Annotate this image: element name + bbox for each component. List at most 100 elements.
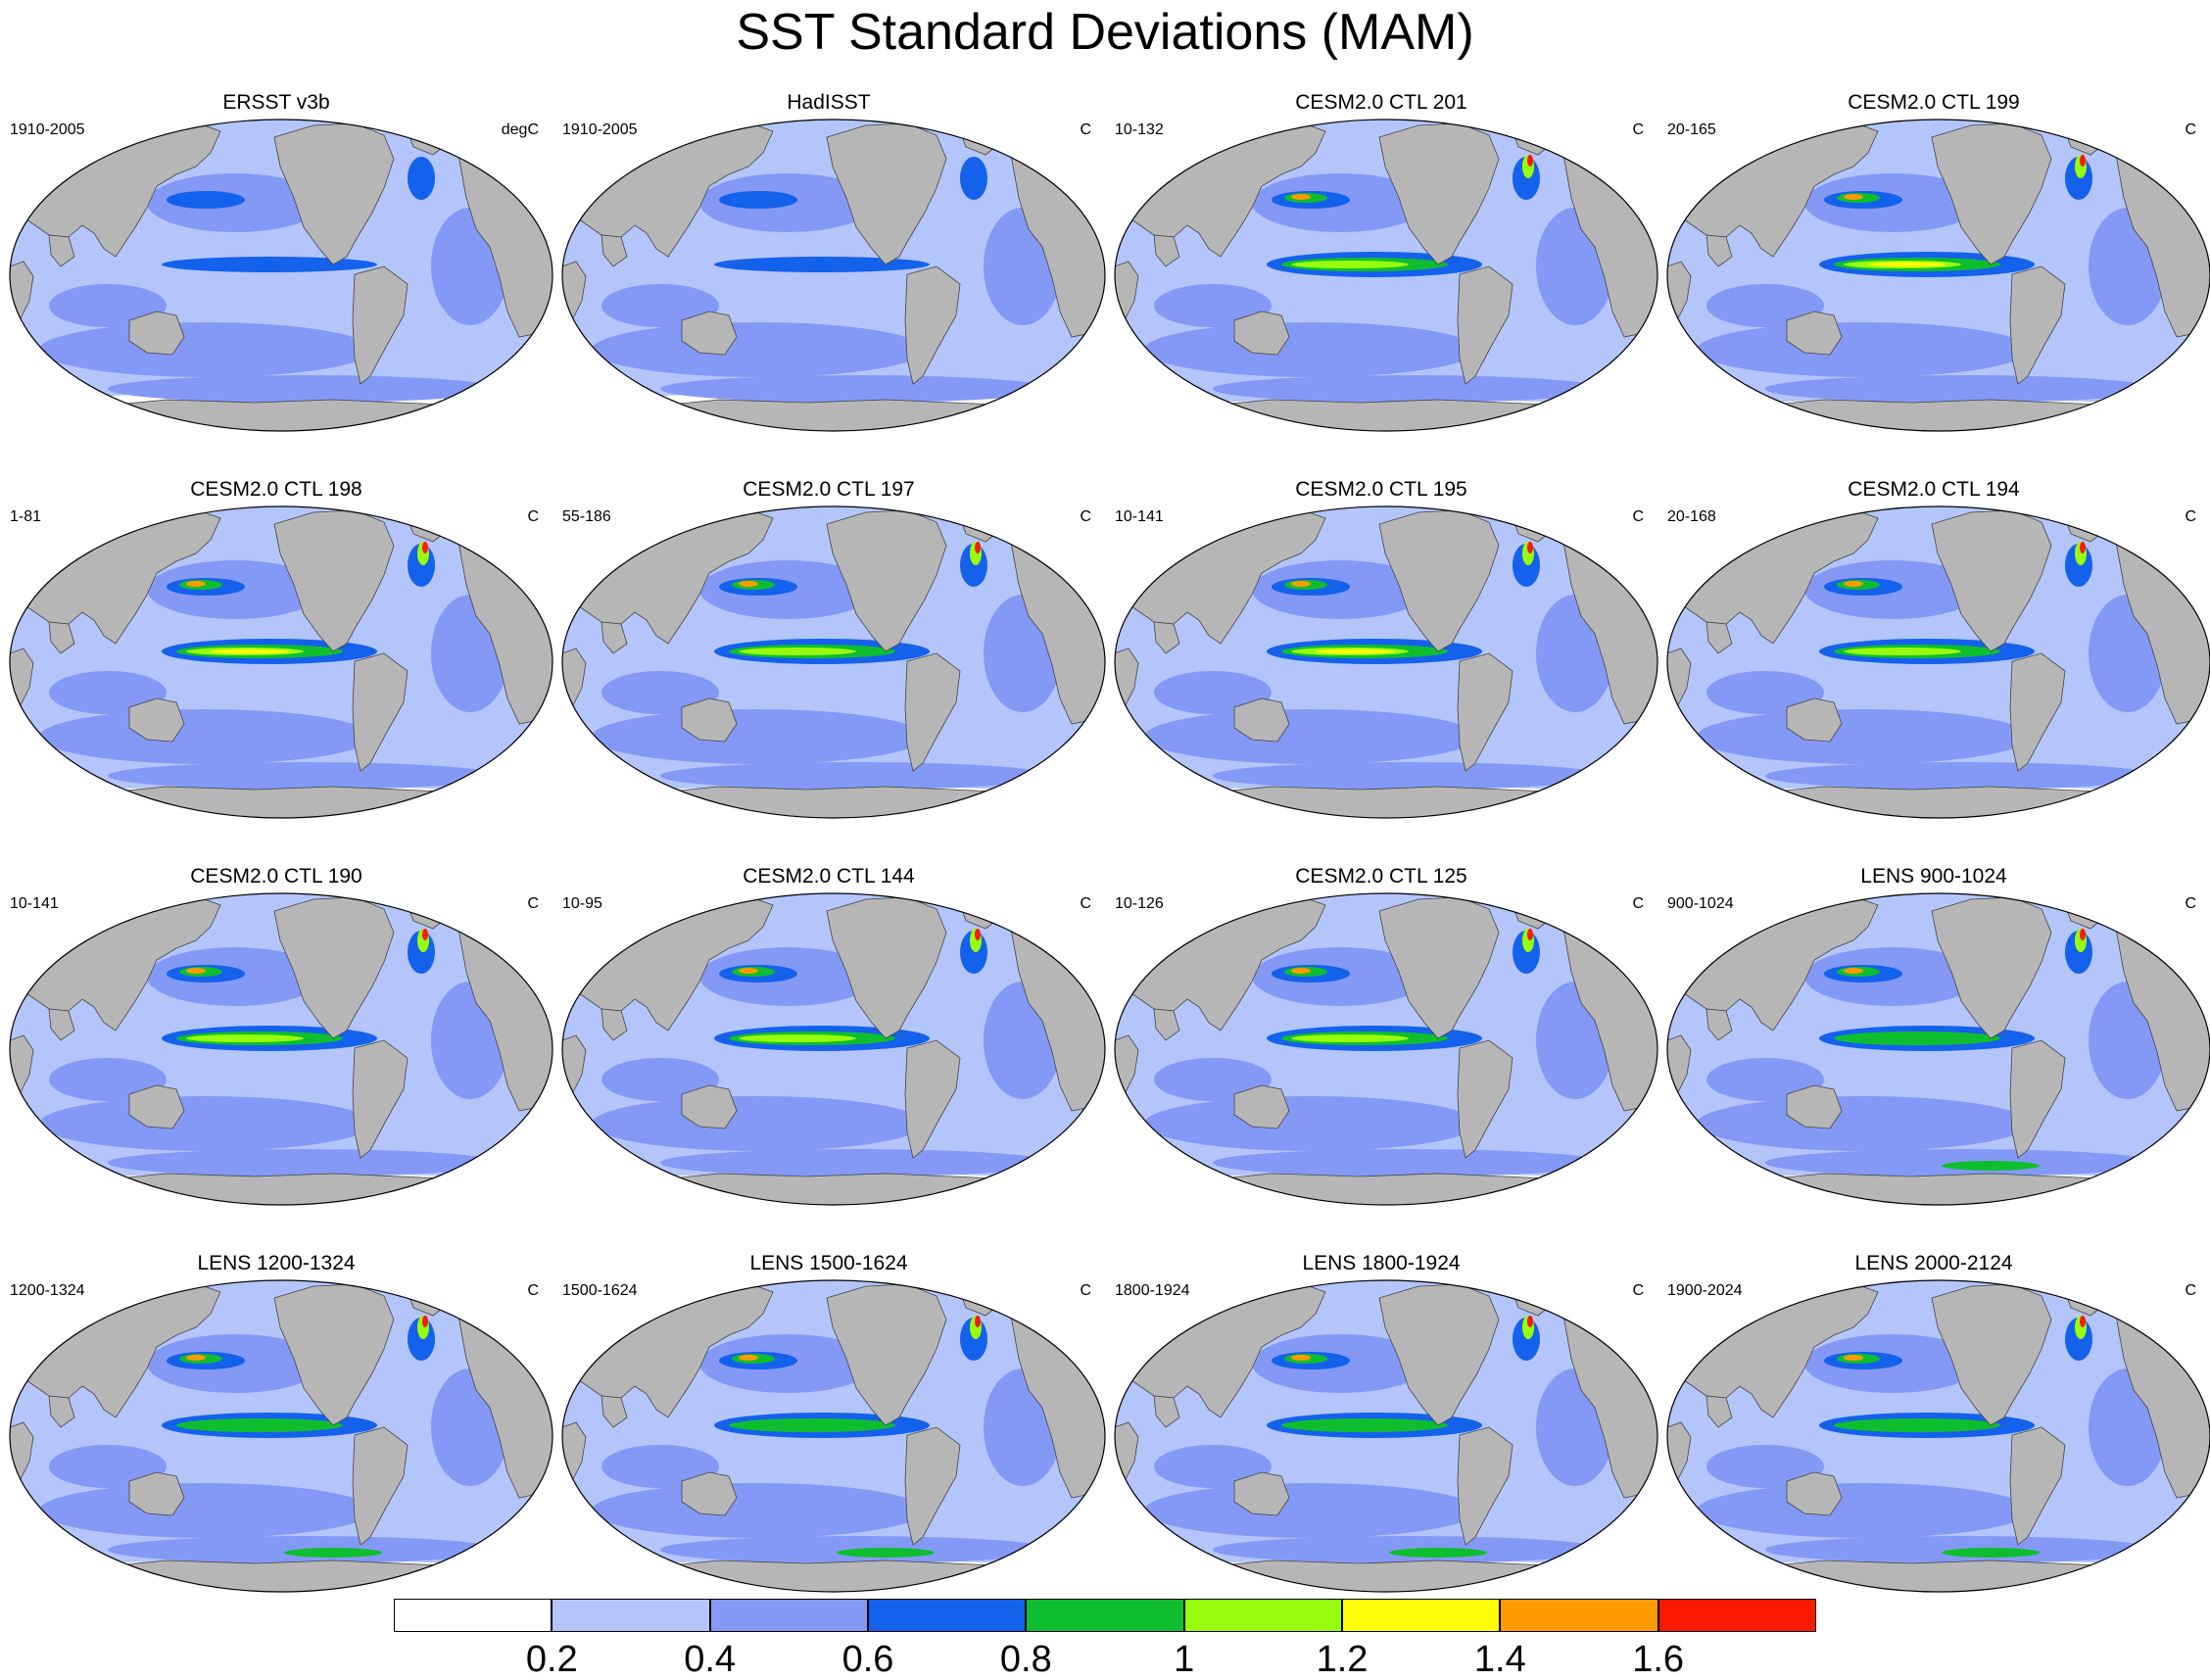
southern-ocean-band (1765, 762, 2157, 790)
enso-peak (739, 1034, 856, 1042)
map-panel: ERSST v3b 1910-2005 degC (0, 0, 553, 432)
southern-ocean-band (108, 1149, 500, 1176)
map-panel: CESM2.0 CTL 199 20-165 C (1658, 0, 2210, 432)
southern-ocean-band (660, 762, 1052, 790)
panel-title: CESM2.0 CTL 195 (1295, 478, 1467, 501)
kuroshio-peak (1291, 194, 1311, 200)
land-mass (1153, 621, 1180, 654)
panel-title: CESM2.0 CTL 190 (190, 865, 362, 888)
enso-core (1834, 1032, 2000, 1045)
midlatitude-band (39, 322, 372, 377)
panel-years: 10-95 (562, 895, 602, 912)
panel-units: C (1632, 508, 1644, 525)
gulf-stream-peak (1527, 542, 1533, 553)
gulf-stream-peak (975, 929, 981, 940)
land-mass (128, 1471, 185, 1516)
land-mass (1457, 265, 1513, 385)
southern-ocean-band (1213, 1149, 1605, 1176)
map-plot (561, 892, 1106, 1206)
panel-years: 1500-1624 (562, 1282, 638, 1299)
midlatitude-band (1144, 1096, 1477, 1151)
midlatitude-band (1697, 1096, 2030, 1151)
kuroshio-peak (1844, 581, 1863, 587)
panel-years: 10-126 (1115, 895, 1164, 912)
map-plot (1666, 1279, 2210, 1593)
indian-ocean-band (601, 671, 719, 714)
land-mass (2009, 1039, 2066, 1159)
enso-peak (1844, 648, 1961, 655)
gulf-stream-peak (2080, 929, 2086, 940)
southern-ocean-band (1213, 375, 1605, 403)
map-border (9, 505, 553, 819)
land-mass (352, 652, 408, 772)
panel-units: C (527, 1282, 539, 1299)
indian-ocean-band (49, 671, 167, 714)
enso-peak (1291, 261, 1409, 268)
panel-title: CESM2.0 CTL 194 (1848, 478, 2020, 501)
map-plot (9, 1279, 553, 1593)
map-border (561, 892, 1106, 1206)
land-mass (681, 697, 738, 743)
panel-years: 1200-1324 (10, 1282, 85, 1299)
enso-core (176, 1418, 343, 1432)
panel-years: 10-141 (1115, 508, 1164, 525)
gulf-stream-region (408, 157, 435, 200)
colorbar-cell (394, 1599, 552, 1632)
panel-units: C (2185, 1282, 2196, 1299)
panel-title: LENS 2000-2124 (1854, 1252, 2013, 1274)
map-border (1114, 505, 1658, 819)
map-plot (9, 119, 553, 432)
enso-peak (186, 1034, 304, 1042)
colorbar-tick-label: 0.8 (999, 1639, 1052, 1680)
panel-years: 1800-1924 (1115, 1282, 1190, 1299)
map-panel: HadISST 1910-2005 C (552, 0, 1106, 432)
map-border (1666, 505, 2210, 819)
panel-units: C (527, 895, 539, 912)
gulf-stream-peak (422, 929, 428, 940)
land-mass (904, 265, 961, 385)
indian-ocean-band (1706, 671, 1824, 714)
map-border (1114, 892, 1658, 1206)
kuroshio-peak (739, 968, 758, 974)
land-mass (1153, 1395, 1180, 1428)
gulf-stream-peak (422, 542, 428, 553)
land-mass (1786, 1471, 1843, 1516)
map-border (9, 892, 553, 1206)
map-border (561, 505, 1106, 819)
map-panel: LENS 900-1024 900-1024 C (1658, 774, 2210, 1206)
panel-years: 55-186 (562, 508, 611, 525)
enso-max (1316, 648, 1394, 654)
land-mass (904, 1426, 961, 1546)
land-mass (1153, 1008, 1180, 1041)
panel-years: 1900-2024 (1667, 1282, 1743, 1299)
map-plot (1114, 505, 1658, 819)
land-mass (904, 1039, 961, 1159)
panel-years: 1910-2005 (562, 121, 638, 138)
panel-units: degC (501, 121, 539, 138)
land-mass (1233, 697, 1290, 743)
land-mass (2009, 265, 2066, 385)
gulf-stream-peak (2080, 1316, 2086, 1327)
southern-ocean-band (1765, 375, 2157, 403)
midlatitude-band (39, 709, 372, 764)
panel-units: C (1632, 1282, 1644, 1299)
map-panel: CESM2.0 CTL 195 10-141 C (1105, 387, 1658, 819)
panel-units: C (527, 508, 539, 525)
map-plot (1666, 505, 2210, 819)
land-mass (681, 1471, 738, 1516)
indian-ocean-band (601, 1058, 719, 1101)
gulf-stream-peak (1527, 1316, 1533, 1327)
land-mass (352, 1039, 408, 1159)
land-mass (48, 1395, 75, 1428)
land-mass (1786, 311, 1843, 356)
gulf-stream-peak (2080, 542, 2086, 553)
land-mass (1786, 1084, 1843, 1129)
panel-title: CESM2.0 CTL 125 (1295, 865, 1467, 888)
southern-ocean-peak (1389, 1548, 1487, 1558)
land-mass (1457, 1039, 1513, 1159)
enso-peak (739, 648, 856, 655)
gulf-stream-peak (975, 542, 981, 553)
panel-units: C (1080, 121, 1091, 138)
colorbar-cell (868, 1599, 1027, 1632)
